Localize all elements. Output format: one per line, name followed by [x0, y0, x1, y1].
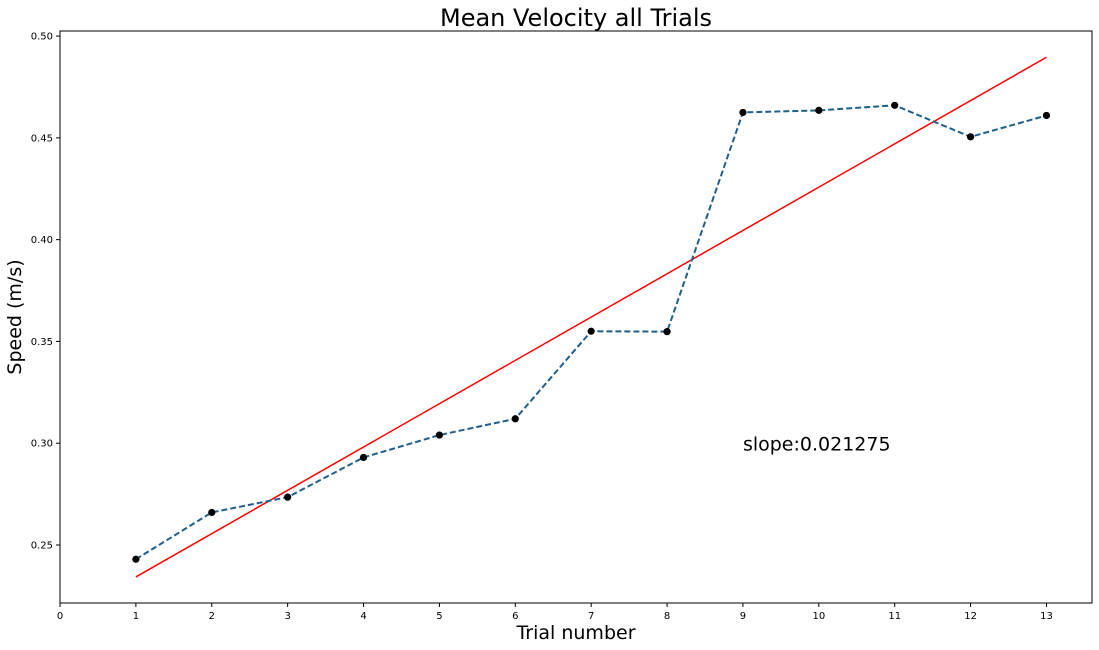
x-tick-label: 2 [209, 611, 215, 622]
data-point [663, 328, 671, 336]
x-axis-label: Trial number [515, 622, 635, 644]
x-tick-label: 8 [664, 611, 670, 622]
data-point [208, 508, 216, 517]
data-point [815, 106, 823, 114]
x-tick-label: 10 [812, 611, 825, 622]
y-tick-label: 0.30 [31, 439, 53, 450]
data-point [739, 108, 747, 117]
y-tick-label: 0.25 [31, 540, 53, 551]
y-tick-label: 0.40 [31, 235, 53, 246]
data-point [359, 453, 368, 462]
data-point [511, 415, 519, 423]
x-tick-label: 7 [588, 611, 594, 622]
x-tick-label: 4 [360, 611, 366, 622]
data-point [966, 133, 975, 141]
x-axis-ticks: 0 1 2 3 4 5 6 7 8 9 10 11 12 13 [57, 603, 1053, 622]
y-axis-ticks: 0.25 0.30 0.35 0.40 0.45 0.50 [31, 32, 60, 551]
x-tick-label: 12 [964, 611, 977, 622]
data-point [284, 493, 292, 501]
chart-title: Mean Velocity all Trials [440, 4, 712, 32]
x-tick-label: 9 [740, 611, 746, 622]
x-tick-label: 1 [133, 611, 139, 622]
x-tick-label: 3 [284, 611, 290, 622]
x-tick-label: 11 [888, 611, 901, 622]
trend-line [135, 56, 1047, 578]
y-tick-label: 0.50 [31, 32, 53, 43]
data-point [587, 327, 595, 335]
x-tick-label: 6 [512, 611, 518, 622]
x-tick-label: 5 [436, 611, 442, 622]
data-point [891, 101, 899, 109]
data-markers [132, 101, 1051, 563]
y-tick-label: 0.35 [31, 337, 53, 348]
data-point [435, 431, 444, 439]
x-tick-label: 13 [1040, 611, 1053, 622]
data-point [132, 555, 140, 563]
y-tick-label: 0.45 [31, 133, 53, 144]
plot-frame [59, 30, 1093, 604]
x-tick-label: 0 [57, 611, 63, 622]
slope-annotation: slope:0.021275 [743, 433, 891, 455]
data-point [1042, 111, 1051, 120]
y-axis-label: Speed (m/s) [4, 259, 26, 374]
